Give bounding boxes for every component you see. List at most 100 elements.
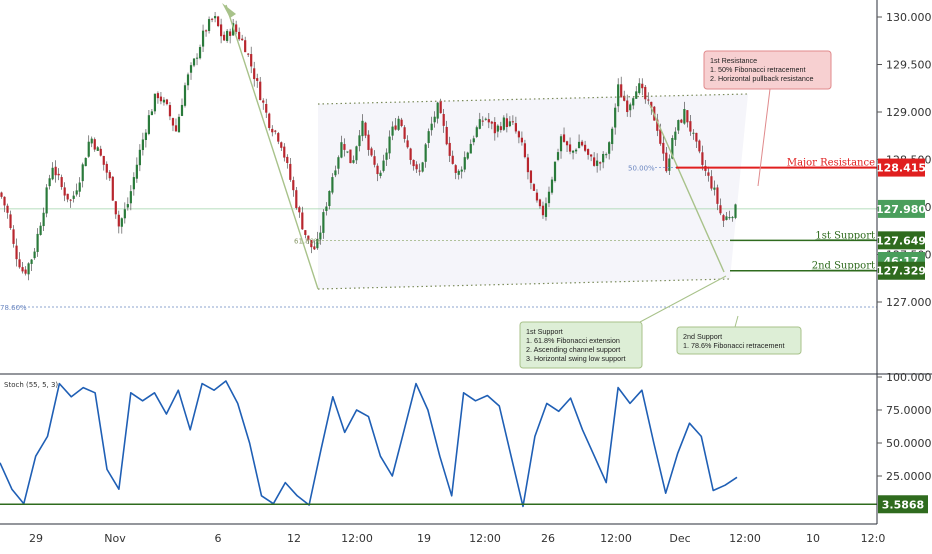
candle-body	[123, 209, 126, 219]
candle-body	[373, 156, 376, 165]
candle-body	[602, 153, 605, 163]
candle-body	[66, 193, 69, 200]
candle-body	[686, 110, 689, 123]
candle-body	[680, 119, 683, 123]
candle-body	[60, 177, 63, 188]
candle-body	[445, 126, 448, 145]
time-axis-tick-label: 12:00	[469, 532, 501, 545]
support2-note-box-line: 2nd Support	[683, 332, 722, 341]
candle-body	[189, 65, 193, 73]
candle-body	[168, 105, 172, 117]
support1-note-box-line: 1. 61.8% Fibonacci extension	[526, 336, 620, 345]
candle-body	[439, 100, 442, 114]
time-axis-tick-label: 6	[215, 532, 222, 545]
candle-body	[18, 259, 21, 268]
stoch-line[interactable]	[0, 380, 738, 508]
stoch-axis-tick-label: 50.0000	[886, 437, 932, 450]
candle-body	[229, 31, 232, 36]
candle-body	[274, 130, 277, 132]
support2-note-box-line: 1. 78.6% Fibonacci retracement	[683, 341, 784, 350]
stoch-axis-tick-label: 25.0000	[886, 470, 932, 483]
candle-body	[532, 184, 536, 191]
candle-body	[42, 212, 45, 227]
candle-body	[608, 142, 611, 154]
candle-body	[271, 128, 274, 133]
candle-body	[391, 126, 394, 136]
stoch-indicator-label[interactable]: Stoch (55, 5, 3)	[4, 381, 58, 389]
key-level-label: Major Resistance	[787, 158, 875, 169]
support2-note-box-pointer	[734, 315, 739, 328]
key-level-label: 2nd Support	[812, 261, 875, 272]
candle-body	[12, 229, 15, 244]
candle-body	[583, 144, 587, 151]
candle-body	[466, 152, 469, 159]
candle-body	[698, 140, 701, 152]
candle-body	[370, 148, 373, 156]
resistance-note-box[interactable]	[703, 50, 832, 90]
candle-body	[382, 160, 385, 171]
candle-body	[620, 84, 623, 98]
candle-body	[722, 215, 725, 221]
support1-note-box-line: 3. Horizontal swing low support	[526, 354, 625, 363]
candle-body	[638, 83, 641, 94]
candle-body	[526, 157, 530, 173]
candle-body	[283, 146, 286, 158]
candle-body	[436, 102, 439, 119]
candle-body	[406, 140, 409, 148]
fib-extension-leg1[interactable]	[225, 4, 319, 290]
candle-body	[126, 204, 129, 208]
candle-body	[220, 24, 223, 37]
candle-body	[153, 93, 157, 112]
price-tag-label: 127.329	[876, 265, 926, 278]
time-axis-tick-label: 12	[287, 532, 301, 545]
candle-body	[605, 154, 608, 156]
candle-body	[147, 115, 151, 134]
resistance-note-box-line: 1. 50% Fibonacci retracement	[710, 65, 805, 74]
candle-body	[586, 149, 590, 155]
candle-body	[397, 118, 400, 130]
candle-body	[63, 187, 66, 196]
candle-body	[48, 178, 51, 187]
candle-body	[319, 232, 322, 240]
candle-body	[689, 121, 692, 132]
candle-body	[577, 141, 581, 149]
candle-body	[484, 118, 487, 120]
support1-note-box-line: 2. Ascending channel support	[526, 345, 620, 354]
candle-body	[135, 164, 138, 179]
candle-body	[590, 154, 593, 157]
channel-lower-line[interactable]	[317, 278, 731, 290]
price-axis-tick-label: 129.500	[886, 59, 932, 72]
candle-body	[340, 142, 343, 158]
candle-body	[632, 98, 635, 106]
candle-body	[644, 86, 647, 100]
fib-extension-leg2[interactable]	[649, 104, 725, 273]
time-axis-tick-label: Nov	[104, 532, 126, 545]
candle-body	[481, 120, 484, 122]
candle-body	[81, 164, 84, 182]
candle-body	[352, 160, 355, 163]
candle-body	[656, 119, 659, 131]
candle-body	[45, 187, 48, 214]
candle-body	[415, 164, 418, 170]
support1-note-box[interactable]	[519, 321, 643, 369]
candle-body	[529, 170, 533, 183]
support2-note-box[interactable]	[676, 326, 802, 355]
candle-body	[707, 172, 710, 176]
candle-body	[238, 31, 241, 40]
candle-body	[117, 214, 120, 227]
candle-body	[304, 230, 307, 235]
candle-body	[665, 152, 668, 172]
candle-body	[93, 139, 96, 150]
candle-body	[162, 99, 166, 103]
candle-body	[716, 187, 719, 204]
candle-body	[412, 159, 415, 167]
candle-body	[496, 125, 499, 132]
candle-body	[611, 128, 614, 145]
candle-body	[105, 163, 108, 173]
candle-body	[223, 34, 226, 41]
price-axis-tick-label: 129.000	[886, 106, 932, 119]
candle-body	[346, 151, 349, 153]
time-axis-tick-label: 12:00	[729, 532, 761, 545]
candle-body	[262, 100, 265, 103]
